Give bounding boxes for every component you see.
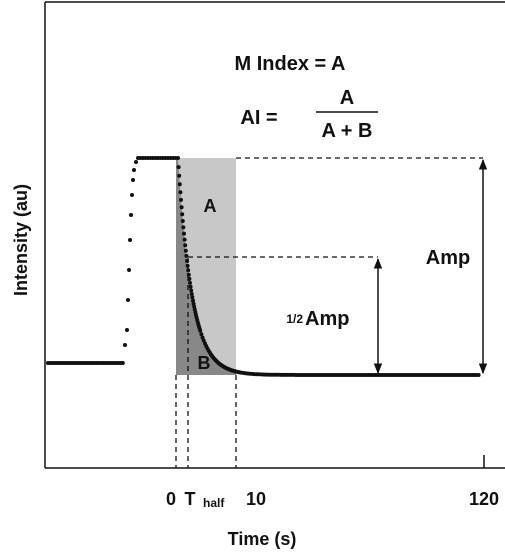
curve-dot	[182, 231, 186, 236]
curve-dot	[120, 361, 125, 365]
denominator: A + B	[322, 120, 373, 142]
curve-dot	[190, 295, 195, 300]
curve-dot	[181, 225, 186, 230]
curve-dot	[200, 335, 205, 340]
numerator: A	[340, 87, 354, 109]
curve-dot	[199, 332, 204, 337]
x-tick-label: 10	[246, 489, 266, 509]
curve-dot	[128, 238, 132, 242]
curve-dot	[185, 258, 189, 263]
x-axis-label: Time (s)	[228, 529, 297, 549]
half-amp-label: Amp	[305, 308, 349, 330]
curve-dot	[126, 298, 130, 302]
curve-dot	[186, 268, 191, 273]
curve-dot	[191, 301, 196, 306]
curve-dot	[476, 373, 481, 377]
curve-dot	[125, 328, 129, 332]
amp-label: Amp	[426, 247, 470, 269]
region-b-label: B	[198, 353, 211, 373]
x-tick-sub: half	[203, 496, 225, 510]
curve-dot	[198, 328, 203, 333]
curve-dot	[178, 190, 183, 195]
curve-dot	[182, 237, 187, 242]
curve-dot	[176, 156, 180, 160]
curve-dot	[180, 212, 185, 217]
curve-dot	[188, 280, 192, 285]
curve-dot	[179, 197, 183, 202]
curve	[46, 156, 481, 377]
curve-dot	[189, 288, 194, 293]
curve-dot	[184, 253, 189, 258]
curve-dot	[130, 193, 134, 197]
x-tick-label: 120	[469, 489, 499, 509]
curve-dot	[176, 165, 181, 170]
curve-dot	[129, 213, 133, 217]
x-tick-label: 0	[166, 489, 176, 509]
curve-dot	[185, 263, 190, 268]
curve-dot	[187, 276, 192, 281]
half-prefix: 1/2	[286, 312, 303, 326]
curve-dot	[186, 272, 191, 277]
curve-dot	[183, 243, 188, 248]
curve-dot	[177, 182, 182, 187]
curve-dot	[179, 205, 184, 210]
curve-dot	[131, 178, 135, 182]
curve-dot	[191, 298, 195, 303]
ai-label: AI =	[240, 107, 277, 129]
curve-dot	[132, 168, 136, 172]
curve-dot	[127, 268, 131, 272]
curve-dot	[189, 292, 194, 296]
curve-dot	[183, 248, 188, 253]
m-index: M Index = A	[235, 53, 346, 75]
region-a-label: A	[204, 196, 217, 216]
curve-dot	[134, 160, 138, 164]
x-tick-label: T	[185, 489, 196, 509]
curve-dot	[177, 173, 182, 178]
curve-dot	[123, 343, 127, 347]
curve-dot	[180, 219, 185, 223]
y-axis-label: Intensity (au)	[11, 184, 31, 296]
curve-dot	[188, 284, 193, 289]
region-b-shade	[176, 158, 236, 375]
